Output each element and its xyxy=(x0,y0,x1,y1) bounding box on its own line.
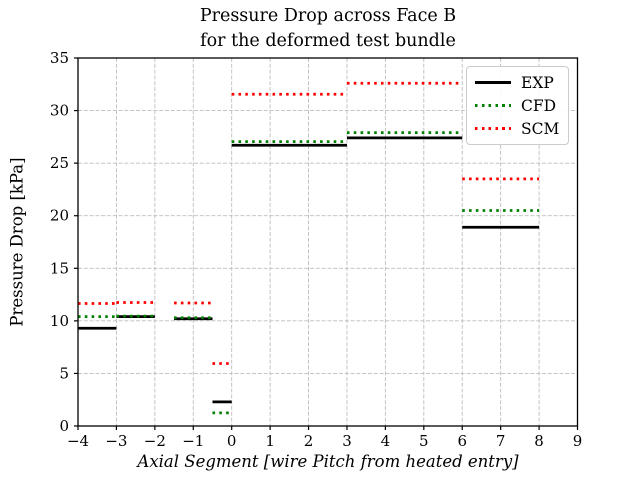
legend-item-cfd: CFD xyxy=(475,97,568,115)
x-tick-label: −2 xyxy=(144,432,166,450)
legend-line-sample-scm xyxy=(475,127,511,130)
x-tick-label: 5 xyxy=(419,432,429,450)
y-tick-labels: 0 5 10 15 20 25 30 35 xyxy=(50,49,69,435)
series-line-cfd xyxy=(78,131,540,415)
legend-label-cfd: CFD xyxy=(521,96,557,115)
legend-item-scm: SCM xyxy=(475,120,568,138)
legend-label-scm: SCM xyxy=(521,119,560,138)
series-line-exp xyxy=(78,136,540,404)
y-tick-label: 15 xyxy=(50,259,69,277)
x-tick-label: 0 xyxy=(227,432,237,450)
chart-title: Pressure Drop across Face B for the defo… xyxy=(78,4,578,55)
y-tick-label: 20 xyxy=(50,207,69,225)
x-tick-labels: −4 −3 −2 −1 0 1 2 3 4 5 6 7 8 9 xyxy=(67,432,582,450)
x-tick-label: 7 xyxy=(496,432,506,450)
axes-spines xyxy=(77,57,579,427)
x-tick-label: −3 xyxy=(105,432,127,450)
y-ticks xyxy=(74,57,78,427)
x-tick-label: 8 xyxy=(534,432,544,450)
grid-lines xyxy=(78,58,578,426)
legend-line-sample-exp xyxy=(475,81,511,84)
x-tick-label: 9 xyxy=(573,432,583,450)
legend-line-sample-cfd xyxy=(475,104,511,107)
x-tick-label: 1 xyxy=(265,432,275,450)
chart-title-line2: for the deformed test bundle xyxy=(200,31,456,52)
x-tick-label: 3 xyxy=(342,432,352,450)
x-axis-label: Axial Segment [wire Pitch from heated en… xyxy=(137,452,519,471)
legend-item-exp: EXP xyxy=(475,74,568,92)
y-tick-label: 10 xyxy=(50,312,69,330)
y-tick-label: 35 xyxy=(50,49,69,67)
x-ticks xyxy=(77,426,579,430)
series-line-scm xyxy=(78,81,540,365)
x-tick-label: 6 xyxy=(457,432,467,450)
chart-title-line1: Pressure Drop across Face B xyxy=(199,6,457,26)
legend: EXP CFD SCM xyxy=(466,66,569,145)
x-tick-label: −1 xyxy=(182,432,204,450)
y-tick-label: 5 xyxy=(59,364,69,382)
y-tick-label: 25 xyxy=(50,154,69,172)
x-tick-label: 2 xyxy=(304,432,314,450)
x-tick-label: −4 xyxy=(67,432,89,450)
legend-label-exp: EXP xyxy=(521,73,554,92)
x-tick-label: 4 xyxy=(381,432,391,450)
y-tick-label: 0 xyxy=(59,417,69,435)
y-tick-label: 30 xyxy=(50,102,69,120)
